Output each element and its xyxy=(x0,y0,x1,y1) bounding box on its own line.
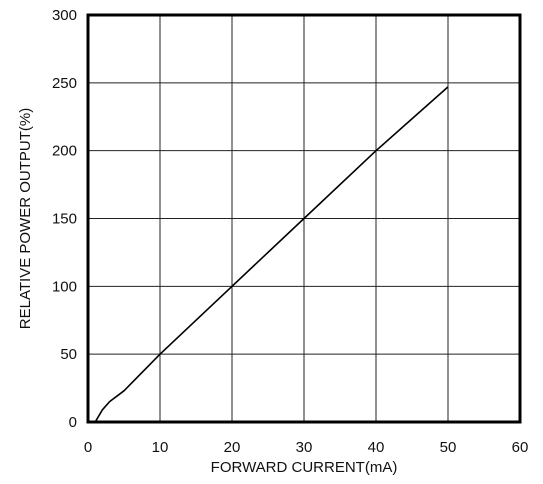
x-tick-label: 40 xyxy=(368,439,385,456)
series-layer xyxy=(94,86,449,423)
series-line xyxy=(94,86,449,423)
y-tick-label: 250 xyxy=(52,75,77,92)
y-tick-label: 0 xyxy=(69,414,77,431)
x-tick-label: 10 xyxy=(152,439,169,456)
y-tick-label: 200 xyxy=(52,143,77,160)
y-axis-label: RELATIVE POWER OUTPUT(%) xyxy=(17,108,34,329)
y-tick-label: 300 xyxy=(52,7,77,24)
x-tick-label: 60 xyxy=(512,439,529,456)
x-tick-label: 0 xyxy=(84,439,92,456)
y-tick-label: 100 xyxy=(52,278,77,295)
x-tick-label: 20 xyxy=(224,439,241,456)
y-tick-label: 50 xyxy=(60,346,77,363)
y-axis-ticks: 0 50 100 150 200 250 300 xyxy=(52,7,77,431)
x-tick-label: 50 xyxy=(440,439,457,456)
plot-frame xyxy=(86,13,522,424)
x-axis-ticks: 0 10 20 30 40 50 60 xyxy=(84,439,529,456)
y-tick-label: 150 xyxy=(52,211,77,228)
x-tick-label: 30 xyxy=(296,439,313,456)
x-axis-label: FORWARD CURRENT(mA) xyxy=(211,459,398,476)
